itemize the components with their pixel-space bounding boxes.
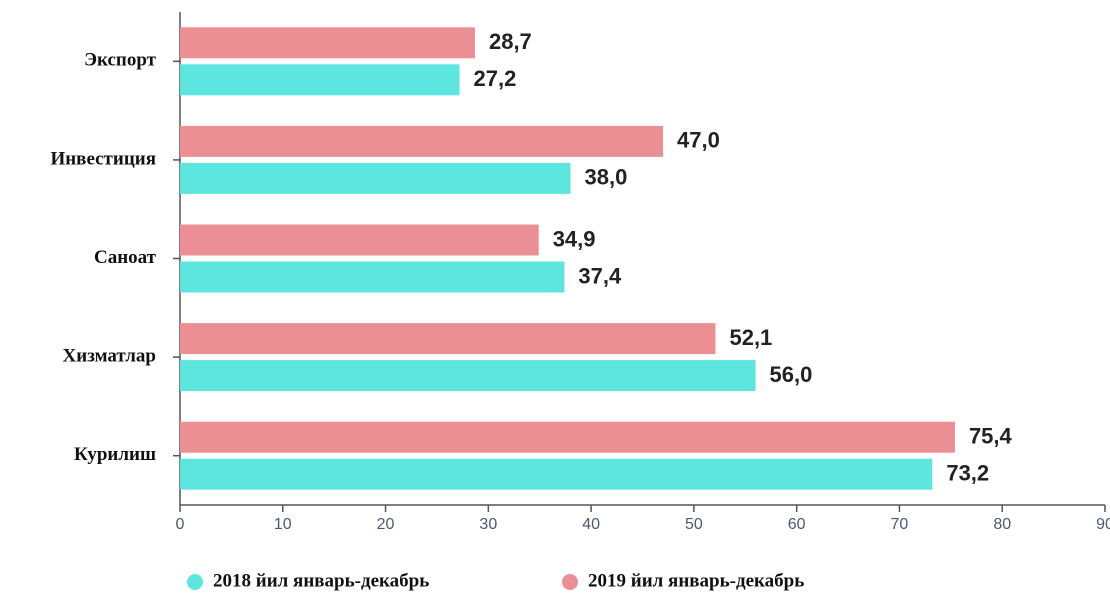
x-tick-label: 60	[788, 516, 806, 533]
bar	[180, 261, 565, 293]
x-tick-label: 50	[685, 516, 703, 533]
bar	[180, 421, 955, 453]
y-tick-label: Инвестиция	[50, 148, 156, 169]
bar	[180, 64, 460, 96]
value-label: 73,2	[946, 461, 989, 486]
y-tick-label: Экспорт	[84, 50, 157, 71]
bar	[180, 125, 664, 157]
value-label: 27,2	[474, 66, 517, 91]
bar	[180, 162, 571, 194]
x-tick-label: 20	[377, 516, 395, 533]
legend-swatch	[562, 574, 578, 590]
legend-swatch	[187, 574, 203, 590]
x-tick-label: 80	[993, 516, 1011, 533]
x-tick-label: 40	[582, 516, 600, 533]
x-tick-label: 70	[891, 516, 909, 533]
bar	[180, 360, 756, 392]
y-tick-label: Хизматлар	[63, 345, 156, 366]
x-tick-label: 10	[274, 516, 292, 533]
bar	[180, 224, 539, 256]
value-label: 47,0	[677, 128, 720, 153]
value-label: 34,9	[553, 226, 596, 251]
value-label: 37,4	[578, 263, 622, 288]
y-tick-label: Саноат	[94, 247, 157, 268]
value-label: 56,0	[770, 362, 813, 387]
x-tick-label: 0	[176, 516, 185, 533]
legend-label: 2019 йил январь-декабрь	[588, 570, 804, 591]
x-tick-label: 30	[479, 516, 497, 533]
bar	[180, 323, 716, 355]
legend-label: 2018 йил январь-декабрь	[213, 570, 429, 591]
value-label: 75,4	[969, 424, 1013, 449]
value-label: 28,7	[489, 29, 532, 54]
bar	[180, 27, 475, 59]
x-tick-label: 90	[1096, 516, 1110, 533]
value-label: 52,1	[729, 325, 772, 350]
y-tick-label: Курилиш	[74, 444, 156, 465]
bar	[180, 458, 933, 490]
value-label: 38,0	[585, 165, 628, 190]
